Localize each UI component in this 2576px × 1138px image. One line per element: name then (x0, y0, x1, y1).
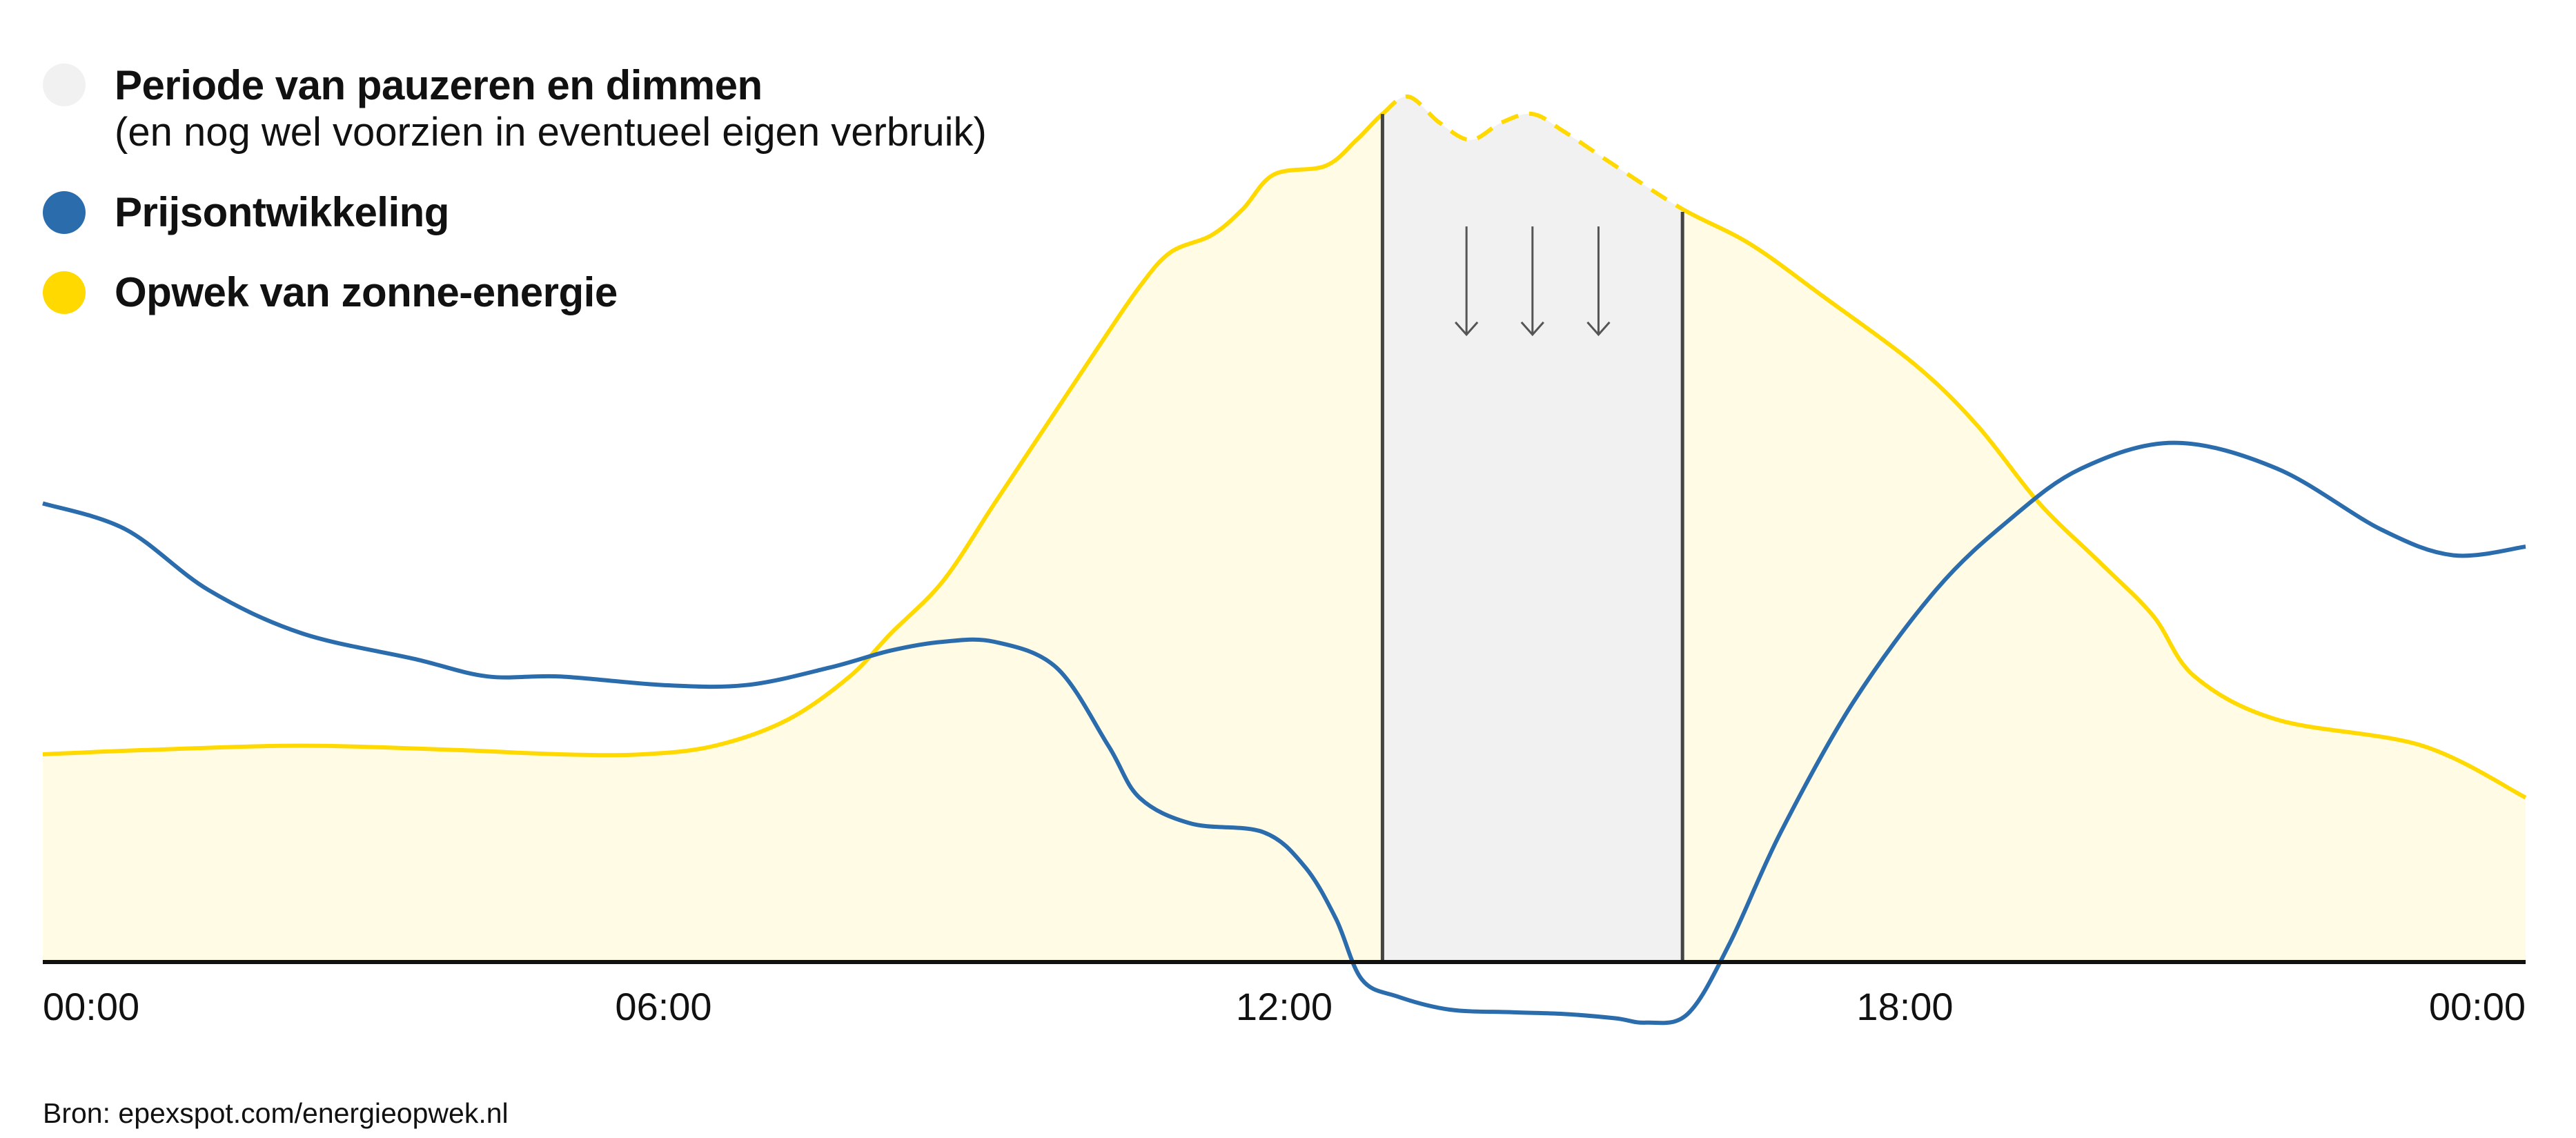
down-arrow-icon (1455, 226, 1479, 337)
pause-legend-sub: (en nog wel voorzien in eventueel eigen … (115, 110, 987, 155)
price-line (42, 440, 2526, 1026)
legend-item-pause: Periode van pauzeren en dimmen (en nog w… (43, 61, 987, 155)
x-tick-label: 18:00 (1856, 985, 1953, 1028)
solar-area-fill (43, 96, 2526, 962)
price-legend-label: Prijsontwikkeling (115, 189, 449, 235)
series-layer (42, 94, 2527, 1026)
source-note: Bron: epexspot.com/energieopwek.nl (43, 1097, 509, 1129)
solar-legend-dot (43, 271, 86, 314)
price-legend-dot (43, 191, 86, 234)
solar-line (42, 94, 2527, 800)
legend-item-solar: Opwek van zonne-energie (43, 268, 987, 317)
legend: Periode van pauzeren en dimmen (en nog w… (43, 61, 987, 317)
x-tick-label: 06:00 (615, 985, 711, 1028)
legend-item-price: Prijsontwikkeling (43, 188, 987, 237)
down-arrow-icon (1520, 226, 1544, 337)
x-tick-label: 00:00 (2429, 985, 2526, 1028)
down-arrow-icon (1586, 226, 1611, 337)
pause-legend-label: Periode van pauzeren en dimmen (115, 62, 763, 108)
x-axis-ticks: 00:00 06:00 12:00 18:00 00:00 (43, 985, 2526, 1028)
solar-legend-label: Opwek van zonne-energie (115, 269, 618, 315)
pause-legend-dot (43, 63, 86, 106)
pause-band (1382, 96, 1683, 962)
x-tick-label: 00:00 (43, 985, 139, 1028)
x-tick-label: 12:00 (1236, 985, 1333, 1028)
